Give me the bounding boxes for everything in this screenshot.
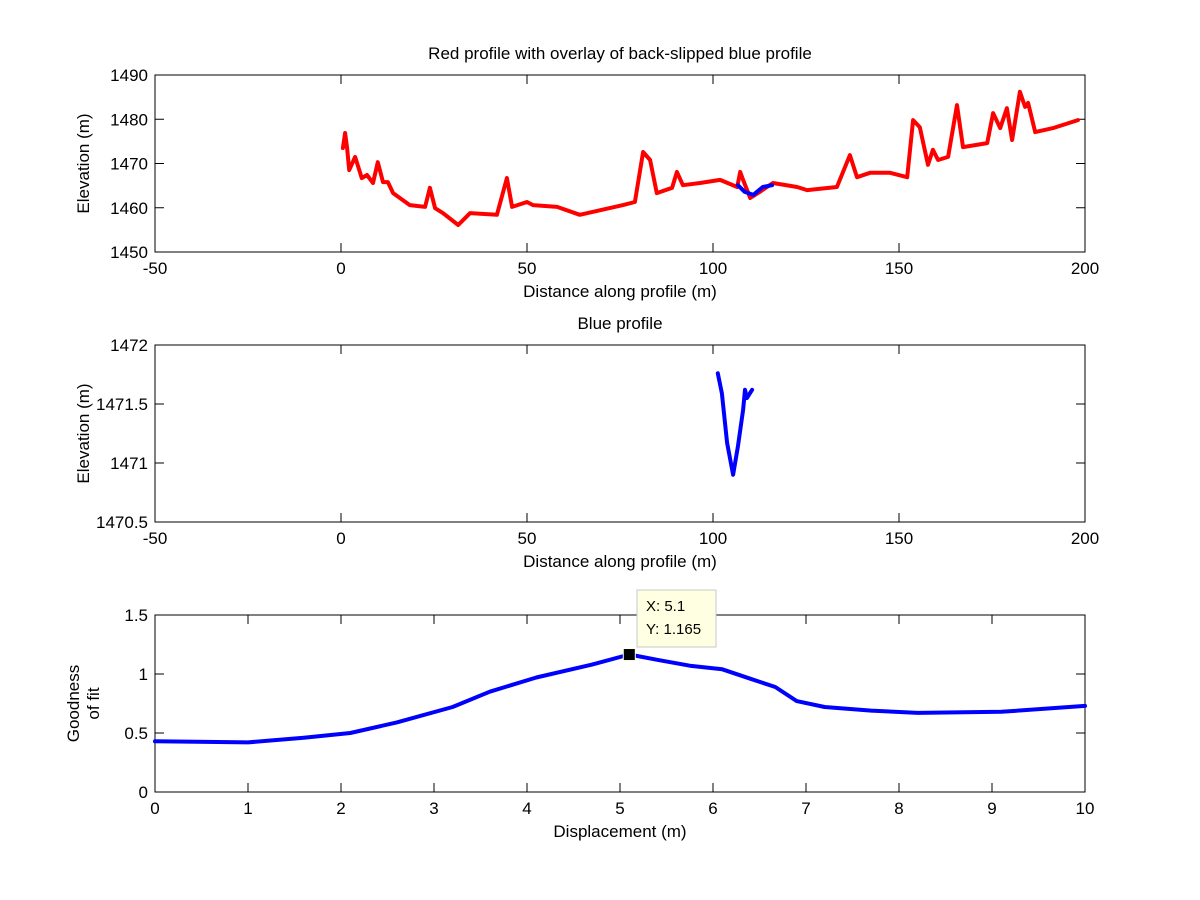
- axes-2: -50 0 50 100 150 200 1470.5 1471 1471.5 1472 Blue …: [74, 314, 1099, 571]
- x-tick-label: 8: [894, 799, 903, 818]
- series-line-goodness-of-fit: [153, 652, 1087, 745]
- y-tick-label: 0.5: [124, 724, 148, 743]
- chart-title: Red profile with overlay of back-slipped…: [428, 44, 812, 63]
- x-tick-label: 150: [885, 529, 913, 548]
- y-tick-label: 1470: [110, 155, 148, 174]
- x-tick-label: 7: [801, 799, 810, 818]
- x-tick-label: 200: [1071, 529, 1099, 548]
- y-tick-label: 1.5: [124, 606, 148, 625]
- datatip-box: [636, 589, 717, 648]
- x-tick-label: 150: [885, 259, 913, 278]
- datatip-marker: [622, 648, 636, 662]
- x-tick-label: -50: [143, 529, 168, 548]
- y-tick-label: 1: [139, 665, 148, 684]
- plot-area: [154, 74, 1086, 253]
- x-axis-label: Distance along profile (m): [523, 552, 717, 571]
- x-axis-label: Distance along profile (m): [523, 282, 717, 301]
- series-line-blue-profile: [715, 371, 755, 477]
- plot-area: [154, 614, 1086, 793]
- y-tick-label: 1471.5: [96, 395, 148, 414]
- x-tick-label: 3: [429, 799, 438, 818]
- y-tick-label: 1490: [110, 66, 148, 85]
- datatip-x: X: 5.1: [646, 598, 685, 615]
- x-tick-label: 50: [518, 529, 537, 548]
- x-axis-label: Displacement (m): [553, 822, 686, 841]
- x-tick-label: 9: [987, 799, 996, 818]
- x-tick-label: 0: [336, 259, 345, 278]
- series-line-back-slipped-blue-profile: [735, 183, 775, 197]
- y-tick-label: 1450: [110, 243, 148, 262]
- axes-3: 0 1 2 3 4 5 6 7 8 9 10 0 0.5 1 1.5 Displacement (m) Good…: [64, 589, 1095, 841]
- x-tick-label: 0: [336, 529, 345, 548]
- datatip: X: 5.1 Y: 1.165: [636, 589, 717, 648]
- x-tick-label: 5: [615, 799, 624, 818]
- x-tick-label: 2: [336, 799, 345, 818]
- chart-title: Blue profile: [577, 314, 662, 333]
- x-tick-label: 100: [699, 529, 727, 548]
- y-tick-label: 1480: [110, 110, 148, 129]
- y-tick-label: 1472: [110, 336, 148, 355]
- y-axis-label: Elevation (m): [74, 383, 93, 483]
- y-axis-label: Goodness: [64, 665, 83, 743]
- y-axis-label: of fit: [84, 687, 103, 719]
- plot-area: [154, 344, 1086, 523]
- datatip-y: Y: 1.165: [646, 621, 701, 638]
- x-tick-label: 6: [708, 799, 717, 818]
- x-tick-label: 0: [150, 799, 159, 818]
- x-tick-label: 1: [243, 799, 252, 818]
- y-tick-label: 1471: [110, 454, 148, 473]
- y-axis-label: Elevation (m): [74, 113, 93, 213]
- x-tick-label: 200: [1071, 259, 1099, 278]
- y-tick-label: 1470.5: [96, 513, 148, 532]
- x-tick-label: 10: [1076, 799, 1095, 818]
- x-tick-label: -50: [143, 259, 168, 278]
- x-tick-label: 4: [522, 799, 531, 818]
- series-line-red-profile: [340, 89, 1080, 227]
- x-tick-label: 50: [518, 259, 537, 278]
- x-tick-label: 100: [699, 259, 727, 278]
- y-tick-label: 0: [139, 783, 148, 802]
- y-tick-label: 1460: [110, 199, 148, 218]
- axes-1: -50 0 50 100 150 200 1450 1460 1470 1480 1490 Red p…: [74, 44, 1099, 301]
